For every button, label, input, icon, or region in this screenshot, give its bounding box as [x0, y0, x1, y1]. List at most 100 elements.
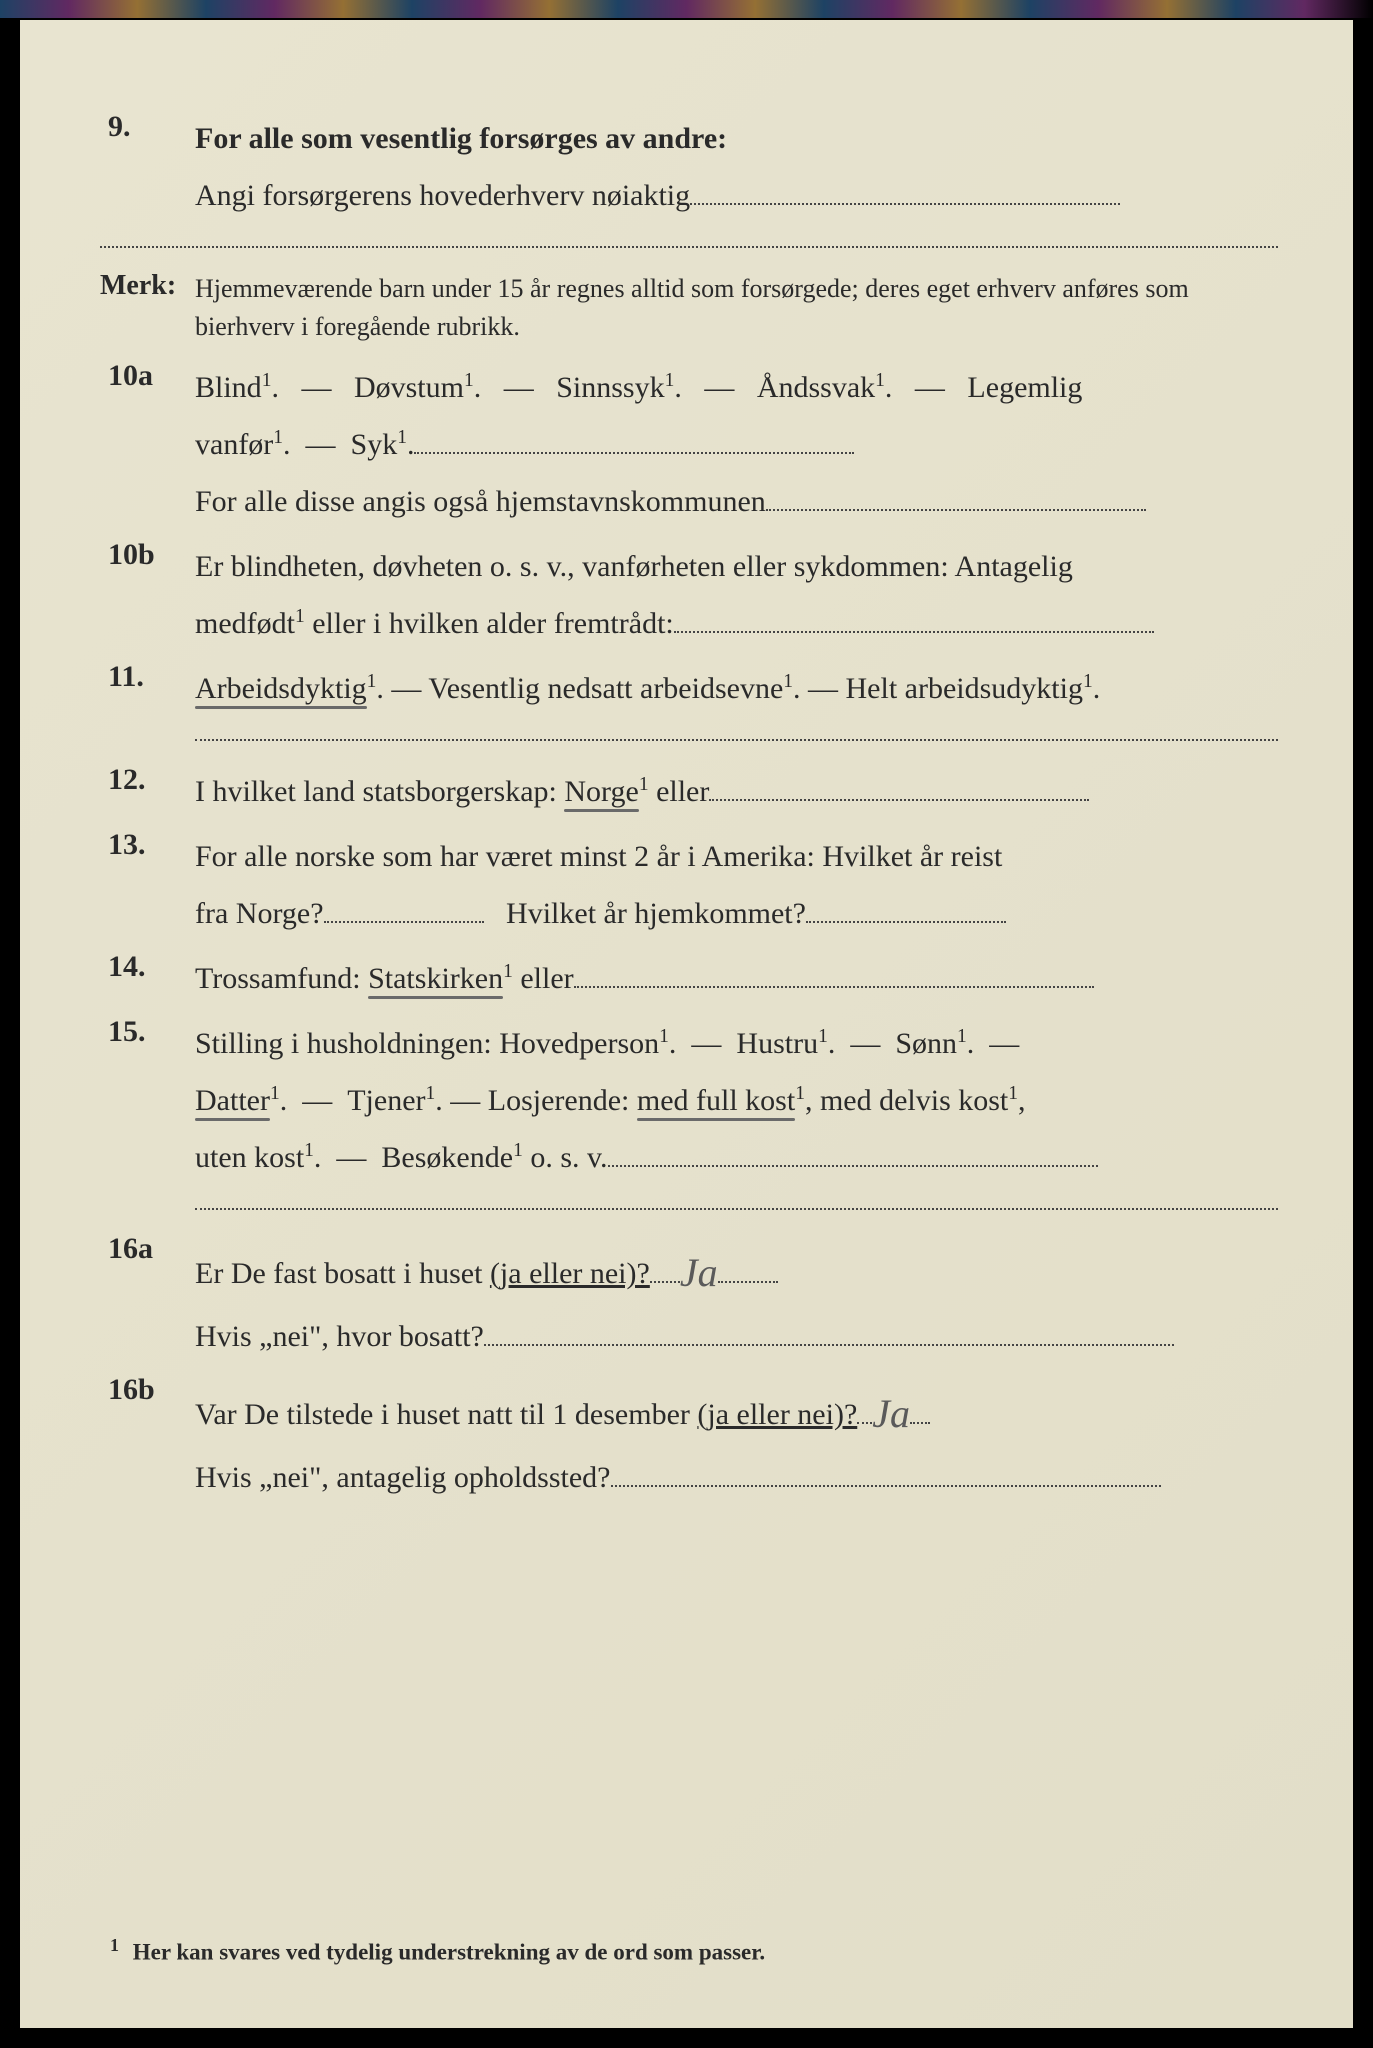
- fill-line: [857, 1422, 872, 1424]
- q9-line1: For alle som vesentlig forsørges av andr…: [195, 122, 727, 155]
- fill-line: [414, 452, 854, 454]
- q10a-line3: For alle disse angis også hjemstavnskomm…: [195, 485, 766, 518]
- q12-text2: eller: [649, 775, 710, 808]
- separator: [100, 246, 1278, 248]
- q14-opt1: Statskirken: [368, 962, 503, 995]
- q15-line3b: Besøkende: [381, 1141, 513, 1174]
- q16b-number: 16b: [100, 1373, 195, 1407]
- q10a-text: Blind1. — Døvstum1. — Sinnssyk1. — Åndss…: [195, 359, 1278, 530]
- q13-number: 13.: [100, 828, 195, 862]
- q11-opt3: Helt arbeidsudyktig: [846, 672, 1083, 705]
- q9-line2: Angi forsørgerens hovederhverv nøiaktig: [195, 179, 690, 212]
- q12-text: I hvilket land statsborgerskap: Norge1 e…: [195, 763, 1278, 820]
- q16b-text: Var De tilstede i huset natt til 1 desem…: [195, 1373, 1278, 1506]
- q9-number: 9.: [100, 110, 195, 144]
- q10a-opt7: Syk: [351, 428, 398, 461]
- fill-line: [718, 1281, 778, 1283]
- q10b-line2a: medfødt: [195, 607, 295, 640]
- fill-line: [806, 921, 1006, 923]
- question-10a: 10a Blind1. — Døvstum1. — Sinnssyk1. — Å…: [100, 359, 1278, 530]
- q10a-opt4: Åndssvak: [757, 371, 875, 404]
- fill-line: [574, 986, 1094, 988]
- q10a-opt3: Sinnssyk: [556, 371, 664, 404]
- q10a-opt1: Blind: [195, 371, 262, 404]
- fill-line: [324, 921, 484, 923]
- q14-text: Trossamfund: Statskirken1 eller: [195, 950, 1278, 1007]
- q12-number: 12.: [100, 763, 195, 797]
- footnote: 1 Her kan svares ved tydelig understrekn…: [110, 1935, 765, 1966]
- fill-line: [674, 631, 1154, 633]
- merk-text: Hjemmeværende barn under 15 år regnes al…: [195, 270, 1278, 345]
- fill-line: [910, 1422, 930, 1424]
- fill-line: [611, 1485, 1161, 1487]
- question-14: 14. Trossamfund: Statskirken1 eller: [100, 950, 1278, 1007]
- merk-note: Merk: Hjemmeværende barn under 15 år reg…: [100, 270, 1278, 345]
- q16a-text: Er De fast bosatt i huset (ja eller nei)…: [195, 1232, 1278, 1365]
- q15-text: Stilling i husholdningen: Hovedperson1. …: [195, 1015, 1278, 1186]
- q10a-opt6: vanfør: [195, 428, 273, 461]
- q11-number: 11.: [100, 660, 195, 694]
- question-15: 15. Stilling i husholdningen: Hovedperso…: [100, 1015, 1278, 1186]
- fill-line: [650, 1281, 680, 1283]
- merk-label: Merk:: [100, 270, 195, 302]
- q10b-text: Er blindheten, døvheten o. s. v., vanfør…: [195, 538, 1278, 652]
- q9-text: For alle som vesentlig forsørges av andr…: [195, 110, 1278, 224]
- question-16a: 16a Er De fast bosatt i huset (ja eller …: [100, 1232, 1278, 1365]
- q16b-text2: (ja eller nei)?: [697, 1398, 857, 1431]
- q16a-text2: (ja eller nei)?: [490, 1257, 650, 1290]
- q15-opt5: Tjener: [347, 1084, 425, 1117]
- q15-opt4: Datter: [195, 1084, 270, 1117]
- q10b-line1: Er blindheten, døvheten o. s. v., vanfør…: [195, 550, 1073, 583]
- q15-opt2: Hustru: [736, 1027, 818, 1060]
- q10b-number: 10b: [100, 538, 195, 572]
- question-10b: 10b Er blindheten, døvheten o. s. v., va…: [100, 538, 1278, 652]
- fill-line: [766, 509, 1146, 511]
- q15-opt6: med full kost: [637, 1084, 795, 1117]
- census-form-page: 9. For alle som vesentlig forsørges av a…: [20, 20, 1353, 2028]
- q15-line3a: uten kost: [195, 1141, 304, 1174]
- q11-text: Arbeidsdyktig1. — Vesentlig nedsatt arbe…: [195, 660, 1278, 717]
- q10a-opt5: Legemlig: [967, 371, 1082, 404]
- q13-line1: For alle norske som har været minst 2 år…: [195, 840, 1002, 873]
- question-16b: 16b Var De tilstede i huset natt til 1 d…: [100, 1373, 1278, 1506]
- fill-line: [608, 1165, 1098, 1167]
- q10a-number: 10a: [100, 359, 195, 393]
- q15-number: 15.: [100, 1015, 195, 1049]
- q16a-text1: Er De fast bosatt i huset: [195, 1257, 490, 1290]
- q11-opt1: Arbeidsdyktig: [195, 672, 367, 705]
- question-12: 12. I hvilket land statsborgerskap: Norg…: [100, 763, 1278, 820]
- separator: [195, 1208, 1278, 1210]
- q14-text1: Trossamfund:: [195, 962, 368, 995]
- q15-line3c: o. s. v.: [523, 1141, 608, 1174]
- q13-line2a: fra Norge?: [195, 897, 324, 930]
- q10b-line2b: eller i hvilken alder fremtrådt:: [305, 607, 674, 640]
- separator: [195, 739, 1278, 741]
- q10a-opt2: Døvstum: [354, 371, 464, 404]
- q13-line2b: Hvilket år hjemkommet?: [506, 897, 806, 930]
- q16b-answer: Ja: [872, 1391, 910, 1436]
- q12-opt1: Norge: [564, 775, 638, 808]
- question-11: 11. Arbeidsdyktig1. — Vesentlig nedsatt …: [100, 660, 1278, 717]
- q16a-number: 16a: [100, 1232, 195, 1266]
- q15-text2: Losjerende:: [488, 1084, 637, 1117]
- footnote-text: Her kan svares ved tydelig understreknin…: [133, 1940, 765, 1965]
- q16a-answer: Ja: [680, 1250, 718, 1295]
- q15-text3: , med delvis kost: [805, 1084, 1008, 1117]
- scan-artifact-strip: [0, 0, 1373, 18]
- q12-text1: I hvilket land statsborgerskap:: [195, 775, 564, 808]
- fill-line: [484, 1344, 1174, 1346]
- question-13: 13. For alle norske som har været minst …: [100, 828, 1278, 942]
- q16a-line2: Hvis „nei", hvor bosatt?: [195, 1320, 484, 1353]
- fill-line: [690, 203, 1120, 205]
- q11-opt2: Vesentlig nedsatt arbeidsevne: [428, 672, 783, 705]
- q15-opt3: Sønn: [895, 1027, 957, 1060]
- question-9: 9. For alle som vesentlig forsørges av a…: [100, 110, 1278, 224]
- q16b-line2: Hvis „nei", antagelig opholdssted?: [195, 1461, 611, 1494]
- q14-number: 14.: [100, 950, 195, 984]
- q14-text2: eller: [513, 962, 574, 995]
- q15-text1: Stilling i husholdningen: Hovedperson: [195, 1027, 659, 1060]
- q16b-text1: Var De tilstede i huset natt til 1 desem…: [195, 1398, 697, 1431]
- q13-text: For alle norske som har været minst 2 år…: [195, 828, 1278, 942]
- footnote-marker: 1: [110, 1935, 119, 1955]
- fill-line: [709, 799, 1089, 801]
